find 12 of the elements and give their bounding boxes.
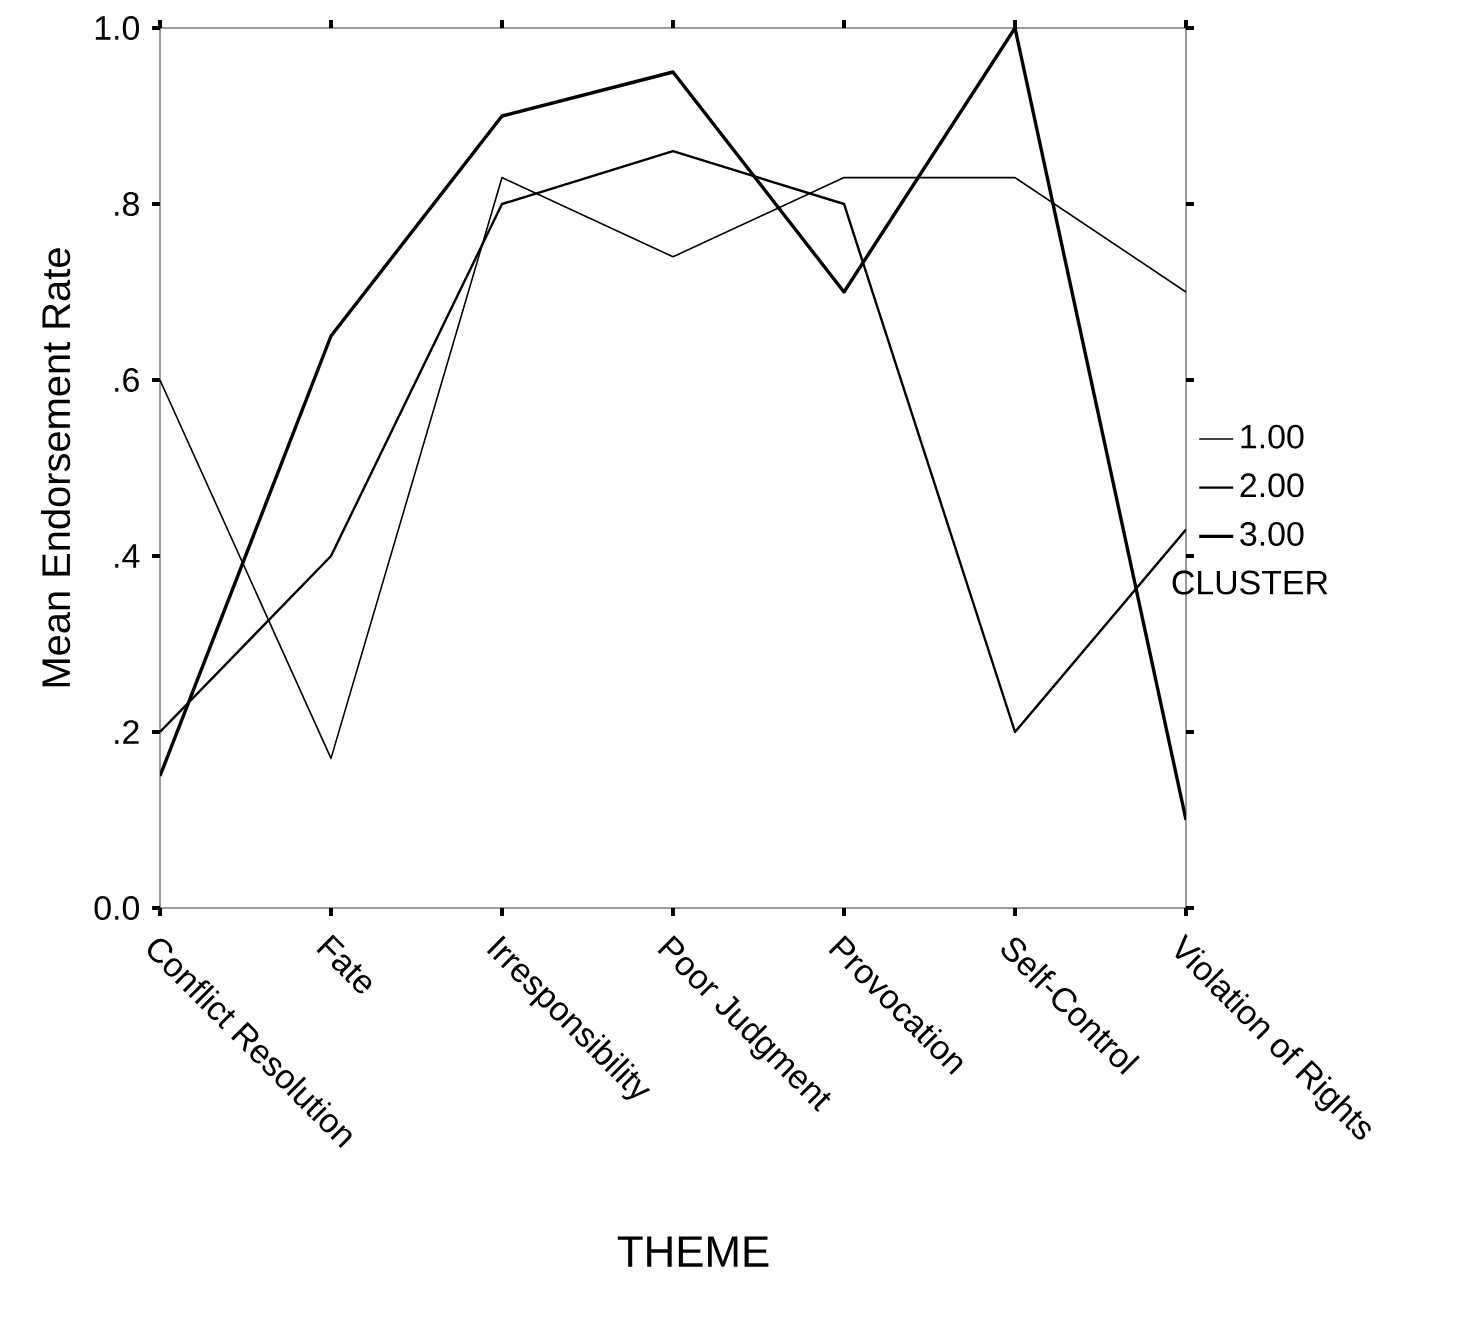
y-axis-title: Mean Endorsement Rate	[41, 248, 71, 687]
legend-title: CLUSTER	[1172, 570, 1328, 595]
legend-label: 1.00	[1241, 424, 1304, 449]
legend-label: 2.00	[1240, 473, 1304, 498]
x-axis-title: THEME	[617, 1236, 769, 1267]
y-tick-label: .2	[115, 720, 139, 744]
y-tick-label: 1.0	[95, 16, 140, 40]
y-tick-label: 0.0	[94, 896, 140, 920]
y-tick-label: .4	[115, 544, 140, 568]
legend-label: 3.00	[1240, 521, 1304, 546]
y-tick-label: .6	[115, 368, 139, 392]
y-tick-label: .8	[115, 192, 139, 216]
